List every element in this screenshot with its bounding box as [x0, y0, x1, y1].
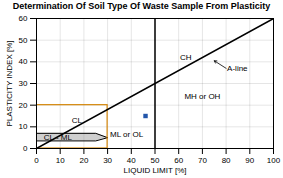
svg-text:A-line: A-line: [227, 64, 248, 73]
svg-text:60: 60: [19, 14, 28, 23]
svg-text:90: 90: [245, 156, 254, 165]
svg-text:20: 20: [79, 156, 88, 165]
svg-text:0: 0: [34, 156, 39, 165]
svg-text:30: 30: [103, 156, 112, 165]
svg-text:CL: CL: [72, 116, 83, 125]
svg-text:MH or OH: MH or OH: [184, 92, 220, 101]
svg-text:PLASTICITY INDEX [%]: PLASTICITY INDEX [%]: [5, 40, 14, 126]
svg-text:ML or OL: ML or OL: [110, 130, 144, 139]
svg-text:70: 70: [198, 156, 207, 165]
svg-text:50: 50: [151, 156, 160, 165]
svg-text:CL - ML: CL - ML: [44, 133, 73, 142]
html-text:Determination Of Soil Type Of: Determination Of Soil Type Of Waste Samp…: [12, 1, 271, 11]
svg-text:60: 60: [174, 156, 183, 165]
svg-text:80: 80: [222, 156, 231, 165]
svg-text:LIQUID LIMIT [%]: LIQUID LIMIT [%]: [124, 166, 187, 175]
svg-text:CH: CH: [180, 53, 192, 62]
svg-text:40: 40: [127, 156, 136, 165]
svg-text:20: 20: [19, 101, 28, 110]
svg-text:40: 40: [19, 57, 28, 66]
svg-text:0: 0: [23, 144, 28, 153]
svg-text:10: 10: [19, 122, 28, 131]
svg-text:30: 30: [19, 79, 28, 88]
svg-text:100: 100: [267, 156, 281, 165]
svg-text:50: 50: [19, 36, 28, 45]
svg-text:10: 10: [56, 156, 65, 165]
